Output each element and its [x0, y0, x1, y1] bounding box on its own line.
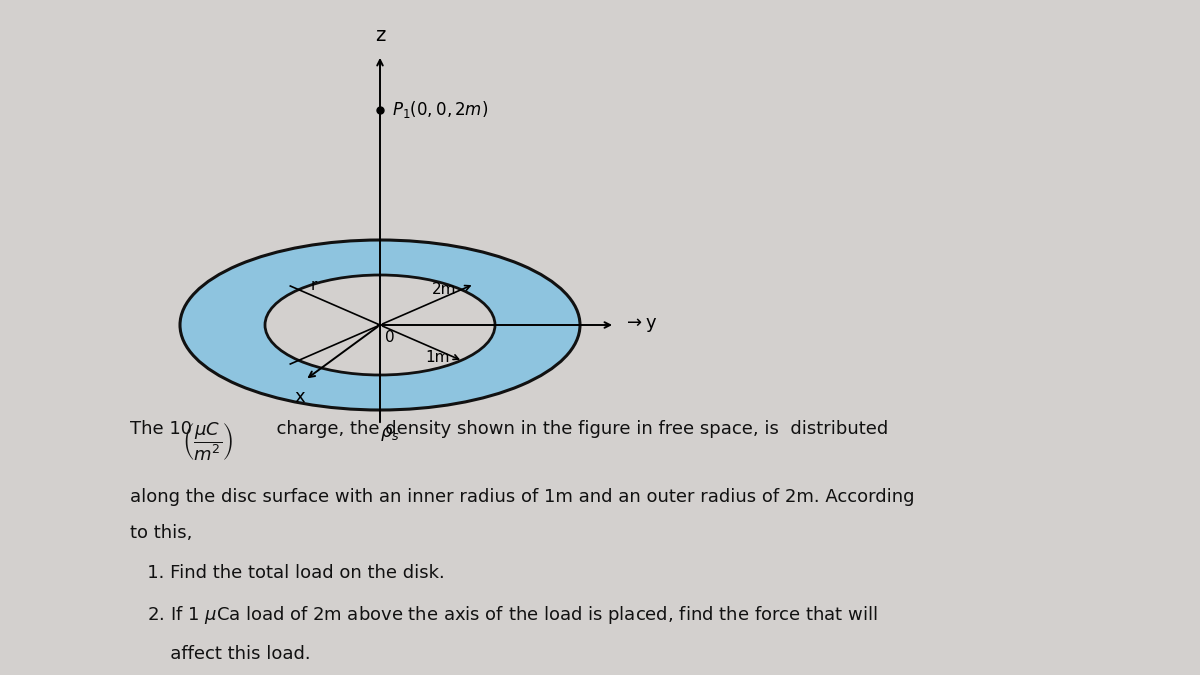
Text: 2. If 1 $\mu$Ca load of 2m above the axis of the load is placed, find the force : 2. If 1 $\mu$Ca load of 2m above the axi…	[130, 605, 878, 626]
Text: to this,: to this,	[130, 524, 192, 541]
Text: 1. Find the total load on the disk.: 1. Find the total load on the disk.	[130, 564, 445, 582]
Text: $\rho_s$: $\rho_s$	[380, 425, 400, 443]
Text: $P_1(0,0,2m)$: $P_1(0,0,2m)$	[392, 99, 488, 121]
Text: $\rightarrow$y: $\rightarrow$y	[623, 316, 658, 334]
Ellipse shape	[265, 275, 496, 375]
Text: $\left(\dfrac{\mu C}{m^2}\right)$: $\left(\dfrac{\mu C}{m^2}\right)$	[182, 420, 233, 463]
Text: affect this load.: affect this load.	[130, 645, 311, 663]
Text: z: z	[374, 26, 385, 45]
Text: x: x	[295, 388, 305, 406]
Text: r: r	[311, 277, 317, 292]
Text: along the disc surface with an inner radius of 1m and an outer radius of 2m. Acc: along the disc surface with an inner rad…	[130, 487, 914, 506]
Text: 2m: 2m	[432, 282, 456, 298]
Text: 0: 0	[385, 330, 395, 345]
Text: 1m: 1m	[426, 350, 450, 365]
Text: The 10: The 10	[130, 420, 204, 438]
Text: charge, the density shown in the figure in free space, is  distributed: charge, the density shown in the figure …	[265, 420, 888, 438]
Ellipse shape	[180, 240, 580, 410]
